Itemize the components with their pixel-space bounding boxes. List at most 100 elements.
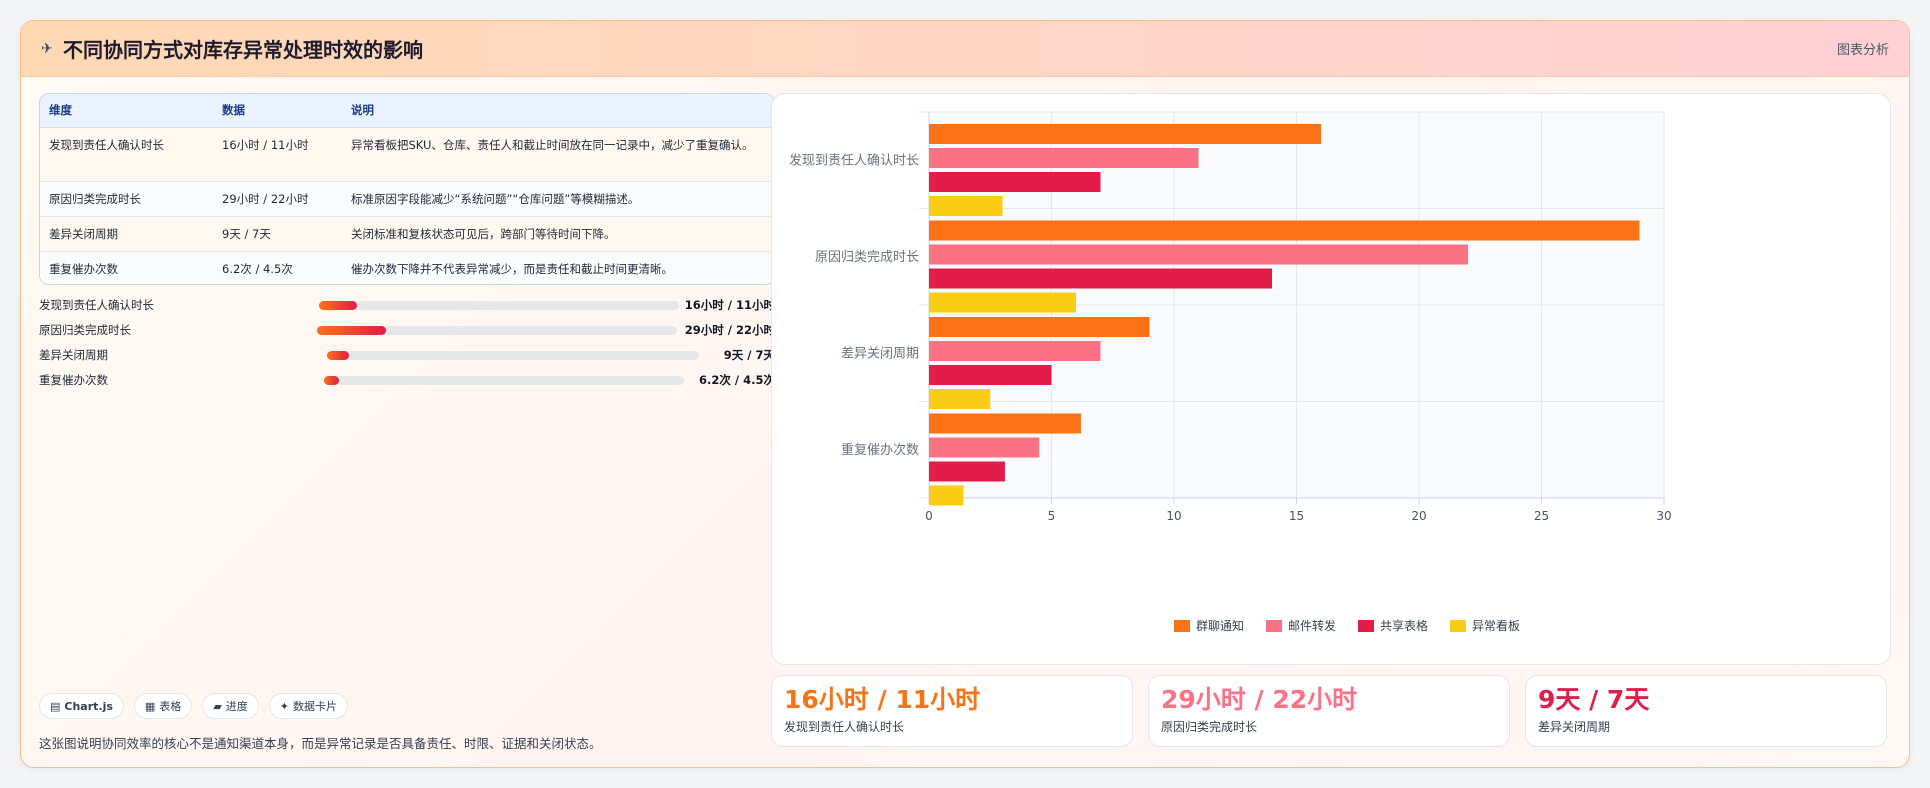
tag-label: 进度 — [225, 700, 248, 713]
tag-label: 表格 — [159, 700, 182, 713]
bar — [929, 413, 1081, 434]
progress-label: 发现到责任人确认时长 — [39, 298, 154, 312]
progress-row: 差异关闭周期 9天 / 7天 — [39, 347, 775, 362]
tech-tags: ▤ Chart.js ▦ 表格 ▰ 进度 ✦ 数据卡片 — [39, 693, 349, 719]
kpi-label: 发现到责任人确认时长 — [784, 720, 905, 734]
chart-note: 这张图说明协同效率的核心不是通知渠道本身，而是异常记录是否具备责任、时限、证据和… — [39, 736, 602, 751]
table-cell: 重复催办次数 — [40, 251, 213, 284]
progress-value: 16小时 / 11小时 — [684, 298, 775, 312]
panel-header: ✈ 不同协同方式对库存异常处理时效的影响 图表分析 — [21, 21, 1909, 77]
y-tick-label: 原因归类完成时长 — [815, 250, 919, 265]
x-tick-label: 10 — [1166, 509, 1181, 523]
data-table: 维度 数据 说明 发现到责任人确认时长 16小时 / 11小时 异常看板把SKU… — [39, 93, 775, 285]
table-cell: 异常看板把SKU、仓库、责任人和截止时间放在同一记录中，减少了重复确认。 — [342, 127, 774, 182]
legend-swatch — [1266, 620, 1282, 632]
bar — [929, 341, 1101, 361]
x-tick-label: 0 — [925, 509, 933, 523]
progress-track — [319, 301, 679, 310]
kpi-card: 16小时 / 11小时 发现到责任人确认时长 — [771, 675, 1133, 747]
page-title: 不同协同方式对库存异常处理时效的影响 — [63, 38, 423, 62]
bar — [929, 196, 1003, 216]
table-header-data: 数据 — [213, 94, 342, 128]
legend-label: 群聊通知 — [1196, 619, 1244, 633]
bar — [929, 461, 1005, 482]
x-tick-label: 30 — [1656, 509, 1671, 523]
kpi-value: 29小时 / 22小时 — [1161, 685, 1358, 714]
progress-icon: ▰ — [213, 699, 222, 713]
y-tick-label: 差异关闭周期 — [841, 346, 919, 361]
x-tick-label: 25 — [1534, 509, 1549, 523]
bar — [929, 244, 1468, 265]
progress-label: 重复催办次数 — [39, 373, 108, 387]
progress-track — [327, 351, 699, 360]
bar — [929, 485, 964, 506]
progress-row: 发现到责任人确认时长 16小时 / 11小时 — [39, 297, 775, 312]
progress-fill — [319, 301, 357, 310]
table-row: 差异关闭周期 9天 / 7天 关闭标准和复核状态可见后，跨部门等待时间下降。 — [40, 216, 774, 252]
legend-swatch — [1358, 620, 1374, 632]
bar — [929, 172, 1101, 192]
legend-label: 异常看板 — [1472, 619, 1520, 633]
table-cell: 16小时 / 11小时 — [213, 127, 342, 182]
progress-track — [317, 326, 677, 335]
table-cell: 发现到责任人确认时长 — [40, 127, 213, 182]
bar — [929, 437, 1040, 458]
kpi-label: 差异关闭周期 — [1538, 720, 1611, 734]
tag-data-card[interactable]: ✦ 数据卡片 — [268, 693, 349, 719]
chart-icon: ▤ — [50, 699, 61, 713]
progress-track — [324, 376, 684, 385]
legend-swatch — [1174, 620, 1190, 632]
kpi-card: 9天 / 7天 差异关闭周期 — [1525, 675, 1887, 747]
progress-value: 29小时 / 22小时 — [684, 323, 775, 337]
table-row: 重复催办次数 6.2次 / 4.5次 催办次数下降并不代表异常减少，而是责任和截… — [40, 251, 774, 284]
kpi-card: 29小时 / 22小时 原因归类完成时长 — [1148, 675, 1510, 747]
tag-table[interactable]: ▦ 表格 — [133, 693, 193, 719]
bar — [929, 389, 991, 409]
tag-chartjs[interactable]: ▤ Chart.js — [39, 693, 124, 719]
progress-row: 原因归类完成时长 29小时 / 22小时 — [39, 322, 775, 337]
chart-analysis-label[interactable]: 图表分析 — [1836, 43, 1889, 58]
table-header-description: 说明 — [342, 94, 774, 128]
table-icon: ▦ — [144, 699, 156, 713]
legend-label: 共享表格 — [1380, 618, 1428, 633]
table-cell: 6.2次 / 4.5次 — [213, 251, 342, 284]
legend-label: 邮件转发 — [1288, 618, 1336, 633]
table-row: 发现到责任人确认时长 16小时 / 11小时 异常看板把SKU、仓库、责任人和截… — [40, 127, 774, 182]
bar-chart: 0 5 10 15 20 25 30 发现到责任人确认时长原因归类完成时长差异关闭周期重复催办… — [789, 111, 1672, 633]
progress-label: 差异关闭周期 — [39, 348, 108, 362]
plane-icon: ✈ — [41, 40, 53, 57]
chart-panel: ✈ 不同协同方式对库存异常处理时效的影响 图表分析 维度 数据 说明 发现到责任… — [20, 20, 1910, 768]
tag-label: 数据卡片 — [293, 700, 338, 713]
bar — [929, 268, 1272, 289]
x-tick-label: 15 — [1289, 509, 1304, 523]
x-tick-label: 20 — [1411, 509, 1426, 523]
legend-swatch — [1450, 620, 1466, 632]
x-tick-label: 5 — [1048, 509, 1056, 523]
bar — [929, 124, 1321, 144]
bar — [929, 292, 1076, 313]
table-cell: 标准原因字段能减少“系统问题”“仓库问题”等模糊描述。 — [342, 181, 774, 217]
progress-fill — [327, 351, 350, 360]
bar — [929, 317, 1150, 337]
table-cell: 关闭标准和复核状态可见后，跨部门等待时间下降。 — [342, 216, 774, 252]
bar — [929, 365, 1052, 385]
sparkle-icon: ✦ — [279, 699, 290, 713]
bar — [929, 148, 1199, 168]
y-tick-label: 发现到责任人确认时长 — [789, 152, 919, 168]
table-header-dimension: 维度 — [40, 94, 213, 128]
progress-row: 重复催办次数 6.2次 / 4.5次 — [39, 372, 775, 387]
y-tick-label: 重复催办次数 — [841, 442, 919, 458]
tag-label: Chart.js — [64, 699, 113, 713]
table-cell: 差异关闭周期 — [40, 216, 213, 252]
table-cell: 9天 / 7天 — [213, 216, 342, 252]
table-cell: 催办次数下降并不代表异常减少，而是责任和截止时间更清晰。 — [342, 251, 774, 284]
progress-value: 9天 / 7天 — [723, 348, 775, 362]
progress-fill — [324, 376, 340, 385]
kpi-label: 原因归类完成时长 — [1161, 720, 1258, 734]
table-row: 原因归类完成时长 29小时 / 22小时 标准原因字段能减少“系统问题”“仓库问… — [40, 181, 774, 217]
kpi-value: 9天 / 7天 — [1538, 685, 1650, 714]
progress-label: 原因归类完成时长 — [39, 323, 131, 337]
table-cell: 原因归类完成时长 — [40, 181, 213, 217]
table-cell: 29小时 / 22小时 — [213, 181, 342, 217]
tag-progress[interactable]: ▰ 进度 — [202, 693, 259, 719]
